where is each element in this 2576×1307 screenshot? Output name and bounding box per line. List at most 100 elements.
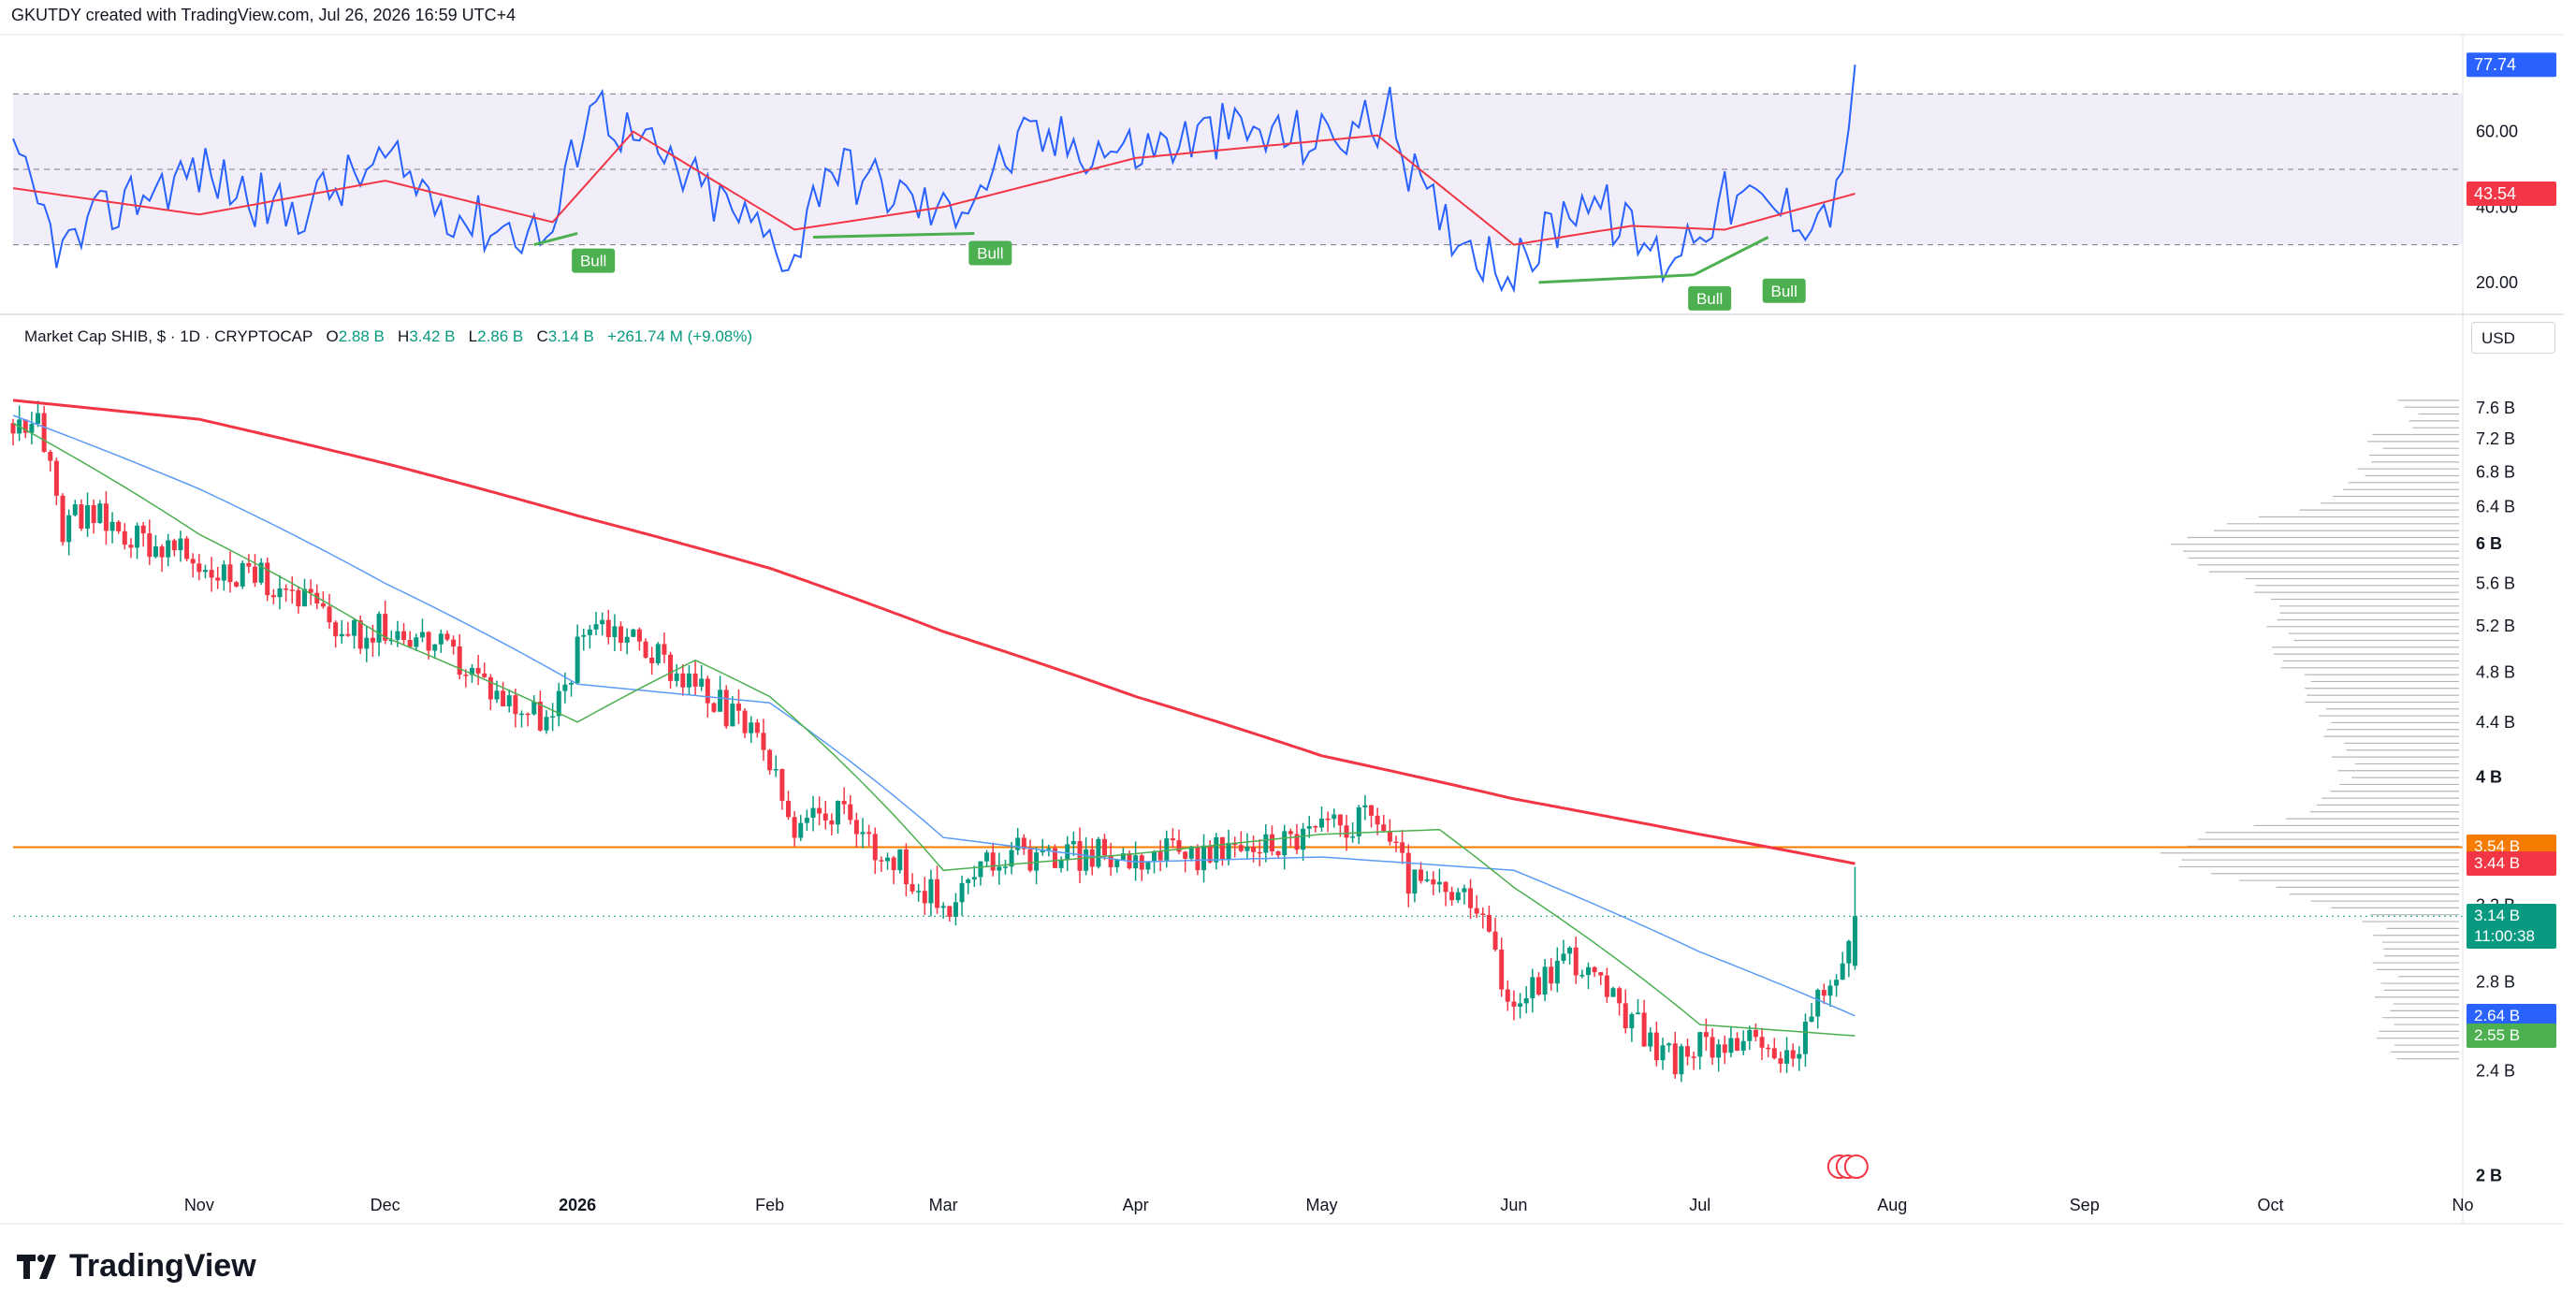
candle-body (829, 820, 835, 825)
candle-body (1164, 838, 1170, 861)
candle-body (444, 633, 450, 640)
candle-body (1269, 834, 1274, 852)
price-value-label: 2.55 B (2467, 1024, 2556, 1049)
event-flag-icon (1843, 1155, 1869, 1179)
candle-body (1840, 963, 1845, 980)
bull-label-box (1688, 285, 1732, 311)
candle-body (147, 533, 153, 558)
price-tick-label: 4.4 B (2476, 713, 2515, 732)
candle-body (1176, 840, 1182, 852)
price-tick-label: 4.8 B (2476, 662, 2515, 681)
candle-body (872, 834, 878, 861)
candle-body (1412, 869, 1418, 894)
legend-low-value: 2.86 B (477, 327, 524, 345)
candle-body (451, 639, 457, 646)
candle-body (383, 614, 388, 641)
candle-body (357, 620, 363, 649)
candle-body (1257, 851, 1262, 854)
candle-body (1424, 879, 1430, 881)
price-tick-label: 5.6 B (2476, 574, 2515, 593)
candle-body (1592, 966, 1597, 973)
candle-body (1443, 881, 1448, 893)
candle-body (984, 852, 990, 862)
candle-body (29, 424, 35, 433)
candle-body (940, 906, 946, 908)
candle-body (885, 857, 891, 862)
tradingview-logo[interactable]: TradingView (17, 1248, 256, 1285)
price-value-label: 3.44 B (2467, 851, 2556, 877)
rsi-ma-line (12, 130, 1856, 246)
candle-body (1530, 977, 1535, 999)
candle-body (631, 629, 636, 637)
candle-body (1170, 838, 1175, 841)
candle-body (711, 703, 717, 712)
candle-body (581, 634, 587, 637)
candle-body (1436, 881, 1442, 885)
rsi-value-box (2467, 52, 2556, 78)
candle-body (1226, 842, 1231, 860)
candle-body (513, 695, 518, 715)
candle-body (735, 704, 741, 711)
candle-body (457, 646, 462, 675)
candle-body (196, 563, 202, 573)
time-tick-label: Nov (184, 1196, 214, 1214)
candle-body (680, 673, 686, 688)
bull-label: Bull (977, 245, 1003, 263)
candle-body (103, 503, 109, 531)
candle-body (22, 419, 28, 433)
candle-body (1084, 849, 1089, 871)
candle-body (1120, 853, 1126, 860)
bull-divergence-line (1693, 236, 1769, 277)
candle-body (903, 849, 909, 885)
candle-body (1716, 1044, 1722, 1058)
candle-body (1306, 826, 1312, 829)
candle-body (1431, 879, 1436, 885)
candle-body (1635, 1012, 1640, 1015)
candle-body (1263, 834, 1269, 853)
candle-body (562, 684, 568, 691)
candle-body (1214, 836, 1219, 863)
candle-body (252, 566, 257, 583)
candle-body (122, 530, 127, 545)
candle-body (1753, 1029, 1758, 1038)
candle-body (1015, 837, 1021, 850)
bull-label: Bull (580, 253, 606, 270)
candle-body (1145, 861, 1151, 870)
candle-body (327, 606, 332, 623)
candle-body (10, 423, 16, 434)
candle-body (1486, 914, 1492, 932)
candle-body (1821, 990, 1826, 996)
candle-body (978, 861, 983, 878)
legend-title: Market Cap SHIB, $ · 1D · CRYPTOCAP (24, 327, 313, 345)
candle-body (730, 704, 735, 727)
candle-body (166, 540, 171, 558)
candle-body (1301, 828, 1306, 850)
candle-body (767, 749, 773, 771)
candle-body (1034, 852, 1040, 871)
candle-body (1238, 845, 1244, 851)
tv-logo-icon (17, 1254, 56, 1279)
candle-body (518, 713, 524, 716)
candle-body (1499, 950, 1505, 990)
price-tick-label: 5.2 B (2476, 617, 2515, 635)
candle-body (1368, 805, 1374, 816)
symbol-legend: Market Cap SHIB, $ · 1D · CRYPTOCAP O2.8… (24, 327, 752, 346)
currency-selector[interactable]: USD (2471, 322, 2555, 354)
candle-body (947, 906, 953, 917)
candle-body (1183, 851, 1188, 859)
candle-body (53, 460, 59, 496)
candle-body (72, 504, 78, 516)
candle-body (1505, 989, 1510, 1002)
candle-body (749, 722, 754, 733)
candle-body (432, 644, 438, 651)
candle-body (1219, 836, 1225, 860)
time-tick-label: Aug (1877, 1196, 1907, 1214)
candle-body (1691, 1056, 1696, 1058)
candle-body (705, 678, 710, 704)
candle-body (928, 879, 934, 904)
candle-body (922, 891, 927, 904)
candle-body (1070, 841, 1076, 845)
candle-body (116, 521, 122, 531)
candle-body (773, 769, 779, 771)
